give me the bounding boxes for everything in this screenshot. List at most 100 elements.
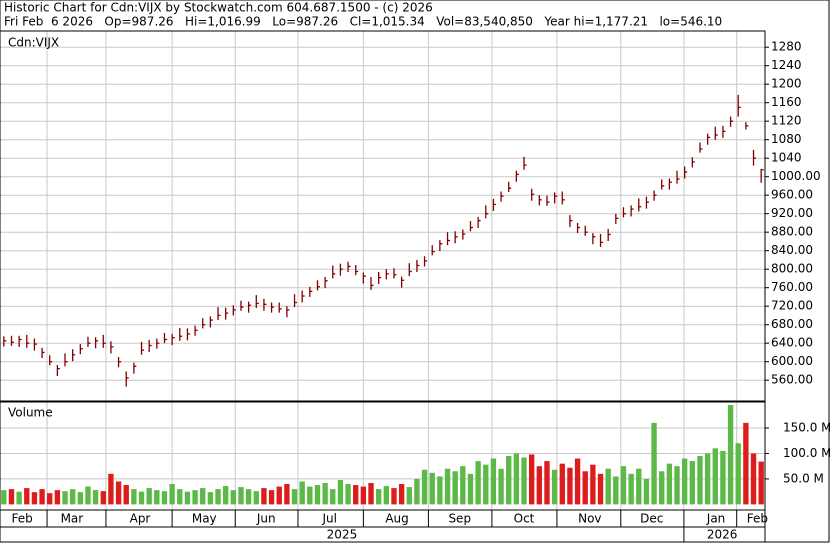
volume-bar	[345, 484, 351, 505]
volume-bar	[452, 471, 458, 505]
volume-bar	[307, 486, 313, 505]
x-tick-label: Dec	[640, 512, 663, 526]
volume-bar	[758, 461, 764, 505]
volume-bar	[750, 453, 757, 505]
volume-bar	[735, 443, 741, 505]
volume-bar	[720, 450, 726, 505]
y-tick-label: 760.00	[771, 280, 813, 294]
x-tick-label: Aug	[385, 512, 408, 526]
x-tick-label: Apr	[130, 512, 151, 526]
volume-bar	[605, 468, 611, 505]
volume-bar	[268, 490, 275, 505]
y-tick-label: 640.00	[771, 336, 813, 350]
volume-bar	[383, 486, 390, 505]
volume-bar	[689, 461, 696, 505]
volume-bar	[659, 471, 665, 505]
grid	[0, 31, 765, 510]
volume-bar	[215, 489, 221, 505]
volume-bar	[69, 489, 76, 505]
volume-bar	[429, 472, 435, 505]
y-tick-label: 880.00	[771, 225, 813, 239]
volume-bar	[330, 489, 336, 505]
y2-tick-label: 50.0 M	[783, 471, 824, 485]
volume-bar	[666, 463, 673, 505]
volume-bar	[39, 489, 45, 505]
volume-bar	[177, 489, 183, 505]
volume-bar	[375, 489, 382, 505]
volume-bar	[92, 490, 99, 505]
x-tick-label: Nov	[578, 512, 601, 526]
volume-bar	[636, 468, 642, 505]
volume-bar	[1, 490, 7, 505]
volume-bar	[544, 461, 550, 505]
volume-bar	[398, 484, 405, 505]
volume-bar	[192, 490, 198, 505]
volume-bar	[406, 487, 412, 505]
volume-bar	[437, 476, 443, 505]
x-tick-label: Jan	[706, 512, 726, 526]
y-tick-label: 560.00	[771, 373, 813, 387]
volume-bar	[490, 458, 497, 505]
volume-bar	[47, 493, 53, 505]
volume-bar	[712, 448, 718, 505]
y-tick-label: 680.00	[771, 317, 813, 331]
volume-bar	[674, 466, 680, 505]
volume-bar	[368, 483, 374, 505]
volume-bar	[207, 492, 214, 505]
volume-bar	[506, 456, 512, 505]
volume-bar	[200, 488, 206, 505]
volume-bar	[291, 489, 298, 505]
volume-bar	[528, 454, 535, 505]
y-tick-label: 1120	[771, 114, 802, 128]
volume-bar	[582, 471, 588, 505]
volume-bar	[184, 491, 191, 505]
chart-title: Historic Chart for Cdn:VIJX by Stockwatc…	[4, 1, 433, 15]
volume-bar	[498, 468, 504, 505]
volume-bar	[261, 488, 267, 505]
volume-bar	[253, 491, 259, 505]
volume-bar	[322, 483, 328, 505]
volume-bar	[704, 453, 711, 505]
panel-label: Cdn:VIJX	[8, 36, 59, 50]
volume-bar	[643, 478, 650, 505]
volume-bar	[108, 473, 114, 505]
volume-bar	[620, 466, 627, 505]
volume-bar	[31, 492, 38, 505]
y-tick-label: 960.00	[771, 188, 813, 202]
volume-bar	[245, 489, 252, 505]
volume-bar	[360, 486, 367, 505]
y2-tick-label: 150.0 M	[783, 420, 830, 434]
volume-bar	[115, 481, 122, 505]
volume-bar	[513, 453, 520, 505]
volume-bar	[467, 473, 474, 505]
volume-bar	[138, 491, 145, 505]
x-tick-label: May	[192, 512, 217, 526]
y-tick-label: 1200	[771, 77, 802, 91]
volume-bar	[574, 458, 581, 505]
volume-bar	[146, 488, 152, 505]
y-tick-label: 800.00	[771, 262, 813, 276]
volume-bar	[567, 467, 573, 505]
volume-bar	[169, 484, 175, 505]
volume-bar	[85, 486, 91, 505]
volume-bar	[353, 485, 359, 505]
volume-bar	[276, 486, 282, 505]
volume-bar	[697, 456, 703, 505]
y-tick-label: 600.00	[771, 354, 813, 368]
y-tick-label: 920.00	[771, 206, 813, 220]
year-label: 2026	[707, 528, 738, 542]
x-tick-label: Feb	[747, 512, 768, 526]
chart-subtitle: Fri Feb 6 2026 Op=987.26 Hi=1,016.99 Lo=…	[4, 15, 722, 29]
x-tick-label: Sep	[448, 512, 471, 526]
x-tick-label: Jul	[321, 512, 336, 526]
volume-bar	[161, 491, 168, 505]
volume-bar	[444, 468, 451, 505]
volume-bar	[551, 469, 558, 505]
x-tick-label: Feb	[12, 512, 33, 526]
volume-bar	[391, 488, 397, 505]
volume-bar	[613, 476, 619, 505]
volume-bar	[681, 458, 688, 505]
volume-bar	[100, 491, 106, 505]
